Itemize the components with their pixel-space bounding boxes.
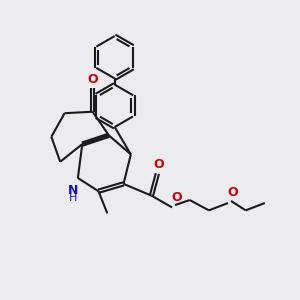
Text: O: O	[172, 190, 182, 204]
Text: O: O	[87, 73, 98, 86]
Text: O: O	[228, 186, 238, 199]
Text: O: O	[154, 158, 164, 171]
Text: H: H	[69, 193, 78, 203]
Text: N: N	[68, 184, 79, 197]
